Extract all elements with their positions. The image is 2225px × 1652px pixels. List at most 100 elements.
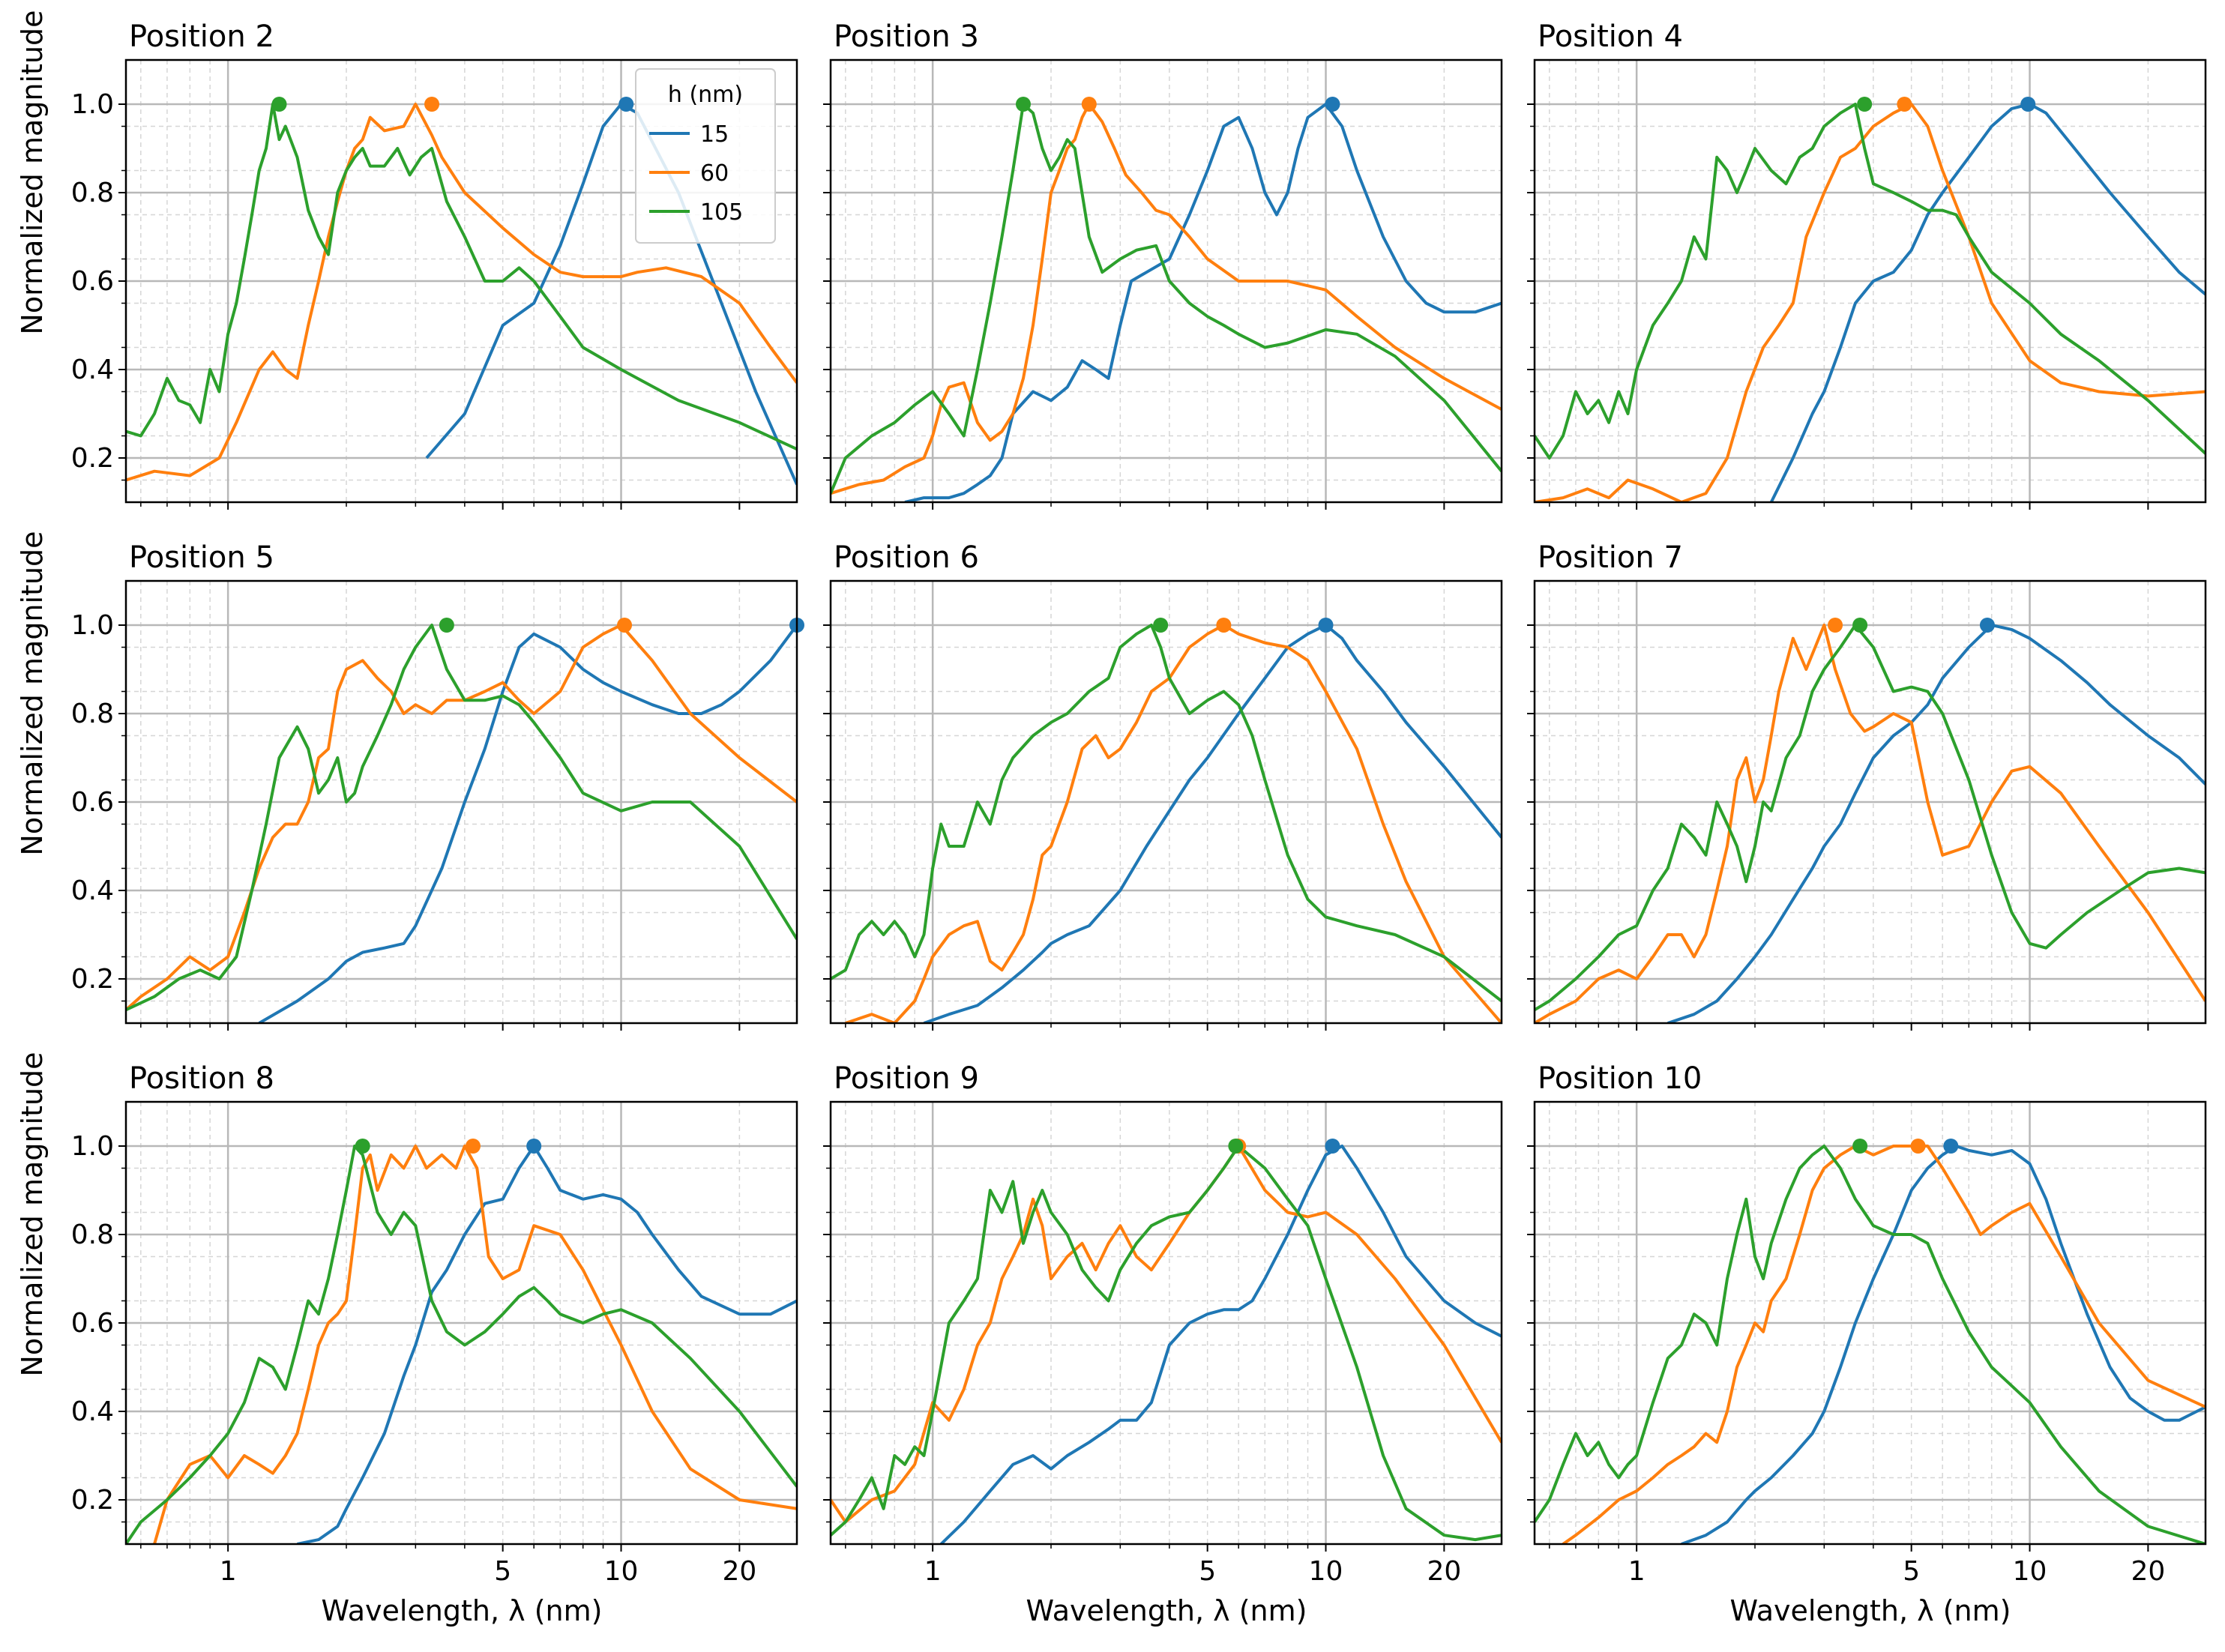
position-2-series-15-line: [425, 103, 797, 486]
position-9-title: Position 9: [834, 1061, 979, 1096]
position-5-title: Position 5: [129, 540, 274, 575]
position-6-series-60-line: [845, 624, 1502, 1023]
position-7-series-15-peak-marker: [1979, 618, 1995, 633]
legend-label-105: 105: [700, 199, 743, 226]
position-4-series-105-peak-marker: [1857, 97, 1873, 112]
position-4-series-105-line: [1535, 103, 2206, 459]
position-10-series-105-peak-marker: [1852, 1139, 1868, 1154]
position-6-series-105-line: [831, 624, 1502, 1003]
legend: h (nm) 15 60 105: [635, 68, 776, 244]
legend-label-15: 15: [700, 121, 729, 148]
position-6-series-60-peak-marker: [1216, 618, 1232, 633]
position-2-title: Position 2: [129, 19, 274, 54]
legend-title: h (nm): [668, 82, 743, 108]
position-7-series-60-line: [1535, 624, 2206, 1023]
panels: 0.2 0.4 0.6 0.8 1.0 Position 2 Position 3 Posit…: [71, 19, 2207, 1587]
x-tick-label: 10: [1309, 1556, 1343, 1587]
position-5-series-105-peak-marker: [439, 618, 454, 633]
position-2-panel: 0.2 0.4 0.6 0.8 1.0 Position 2: [71, 19, 798, 510]
position-4-series-60-peak-marker: [1897, 97, 1912, 112]
position-8-title: Position 8: [129, 1061, 274, 1096]
position-3-series-60-peak-marker: [1081, 97, 1097, 112]
position-8-series-15-peak-marker: [526, 1139, 542, 1154]
position-8-series-60-peak-marker: [465, 1139, 481, 1154]
position-3-series-15-line: [904, 103, 1502, 502]
y-tick-label: 1.0: [71, 610, 114, 641]
x-tick-label: 10: [2013, 1556, 2047, 1587]
position-4-title: Position 4: [1538, 19, 1683, 54]
position-2-series-60-line: [126, 103, 797, 482]
y-tick-label: 0.2: [71, 964, 114, 995]
y-tick-label: 0.2: [71, 1485, 114, 1516]
position-9-panel: 1 5 10 20 Position 9: [823, 1061, 1503, 1587]
position-9-series-105-line: [831, 1145, 1502, 1542]
position-5-series-105-line: [126, 624, 797, 1012]
position-8-series-105-line: [126, 1145, 797, 1544]
y-tick-label: 0.4: [71, 875, 114, 906]
position-7-panel: Position 7: [1527, 540, 2207, 1031]
position-4-panel: Position 4: [1527, 19, 2207, 510]
position-10-series-105-line: [1535, 1145, 2206, 1544]
position-10-series-15-peak-marker: [1943, 1139, 1959, 1154]
position-5-panel: 0.2 0.4 0.6 0.8 1.0 Position 5: [71, 540, 804, 1031]
legend-label-60: 60: [700, 160, 729, 187]
position-3-series-15-peak-marker: [1325, 97, 1340, 112]
x-tick-label: 5: [1903, 1556, 1920, 1587]
y-tick-label: 0.8: [71, 699, 114, 729]
x-tick-label: 20: [2131, 1556, 2165, 1587]
position-3-series-105-peak-marker: [1015, 97, 1031, 112]
position-10-title: Position 10: [1538, 1061, 1702, 1096]
position-9-series-15-peak-marker: [1325, 1139, 1340, 1154]
y-axis-label-row-2: Normalized magnitude: [16, 531, 49, 855]
position-9-series-60-line: [831, 1145, 1502, 1524]
position-2-series-105-peak-marker: [271, 97, 287, 112]
position-10-panel: 1 5 10 20 Position 10: [1527, 1061, 2207, 1587]
x-tick-label: 10: [604, 1556, 639, 1587]
position-6-series-105-peak-marker: [1153, 618, 1169, 633]
y-tick-label: 0.4: [71, 355, 114, 385]
position-6-title: Position 6: [834, 540, 979, 575]
x-axis-label-col-1: Wavelength, λ (nm): [322, 1594, 603, 1627]
position-9-series-15-line: [939, 1145, 1502, 1544]
position-10-series-15-line: [1681, 1145, 2206, 1544]
x-tick-label: 5: [1199, 1556, 1216, 1587]
position-8-panel: 0.2 0.4 0.6 0.8 1.0 1 5 10 20 Position 8: [71, 1061, 798, 1587]
y-axis-label-row-3: Normalized magnitude: [16, 1052, 49, 1376]
x-tick-label: 20: [1427, 1556, 1461, 1587]
x-axis-label-col-2: Wavelength, λ (nm): [1026, 1594, 1307, 1627]
position-6-panel: Position 6: [823, 540, 1503, 1031]
y-tick-label: 0.6: [71, 1308, 114, 1339]
x-axis-labels: Wavelength, λ (nm) Wavelength, λ (nm) Wa…: [322, 1594, 2011, 1627]
x-tick-label: 5: [494, 1556, 511, 1587]
position-8-series-15-line: [297, 1145, 797, 1544]
position-6-series-15-line: [923, 624, 1502, 1023]
position-2-series-105-line: [126, 103, 797, 451]
x-tick-label: 20: [722, 1556, 756, 1587]
position-4-series-60-line: [1535, 103, 2206, 502]
x-tick-label: 1: [924, 1556, 942, 1587]
position-7-series-60-peak-marker: [1828, 618, 1843, 633]
position-5-series-60-peak-marker: [617, 618, 633, 633]
position-9-series-105-peak-marker: [1228, 1139, 1244, 1154]
position-8-series-105-peak-marker: [355, 1139, 370, 1154]
y-tick-label: 0.6: [71, 787, 114, 818]
position-2-series-60-peak-marker: [424, 97, 440, 112]
x-axis-label-col-3: Wavelength, λ (nm): [1730, 1594, 2011, 1627]
y-tick-label: 0.8: [71, 1220, 114, 1250]
x-tick-label: 1: [1628, 1556, 1646, 1587]
position-4-series-15-line: [1769, 103, 2206, 502]
y-tick-label: 1.0: [71, 1131, 114, 1162]
position-3-panel: Position 3: [823, 19, 1503, 510]
position-7-series-105-peak-marker: [1852, 618, 1868, 633]
position-8-series-60-line: [153, 1145, 797, 1544]
y-tick-label: 0.2: [71, 443, 114, 474]
position-6-series-15-peak-marker: [1318, 618, 1334, 633]
position-3-title: Position 3: [834, 19, 979, 54]
position-10-series-60-line: [1562, 1145, 2206, 1544]
position-3-series-105-line: [831, 103, 1502, 494]
position-10-series-60-peak-marker: [1910, 1139, 1926, 1154]
y-tick-label: 0.6: [71, 266, 114, 297]
position-2-series-15-peak-marker: [618, 97, 634, 112]
position-5-series-60-line: [126, 624, 797, 1011]
